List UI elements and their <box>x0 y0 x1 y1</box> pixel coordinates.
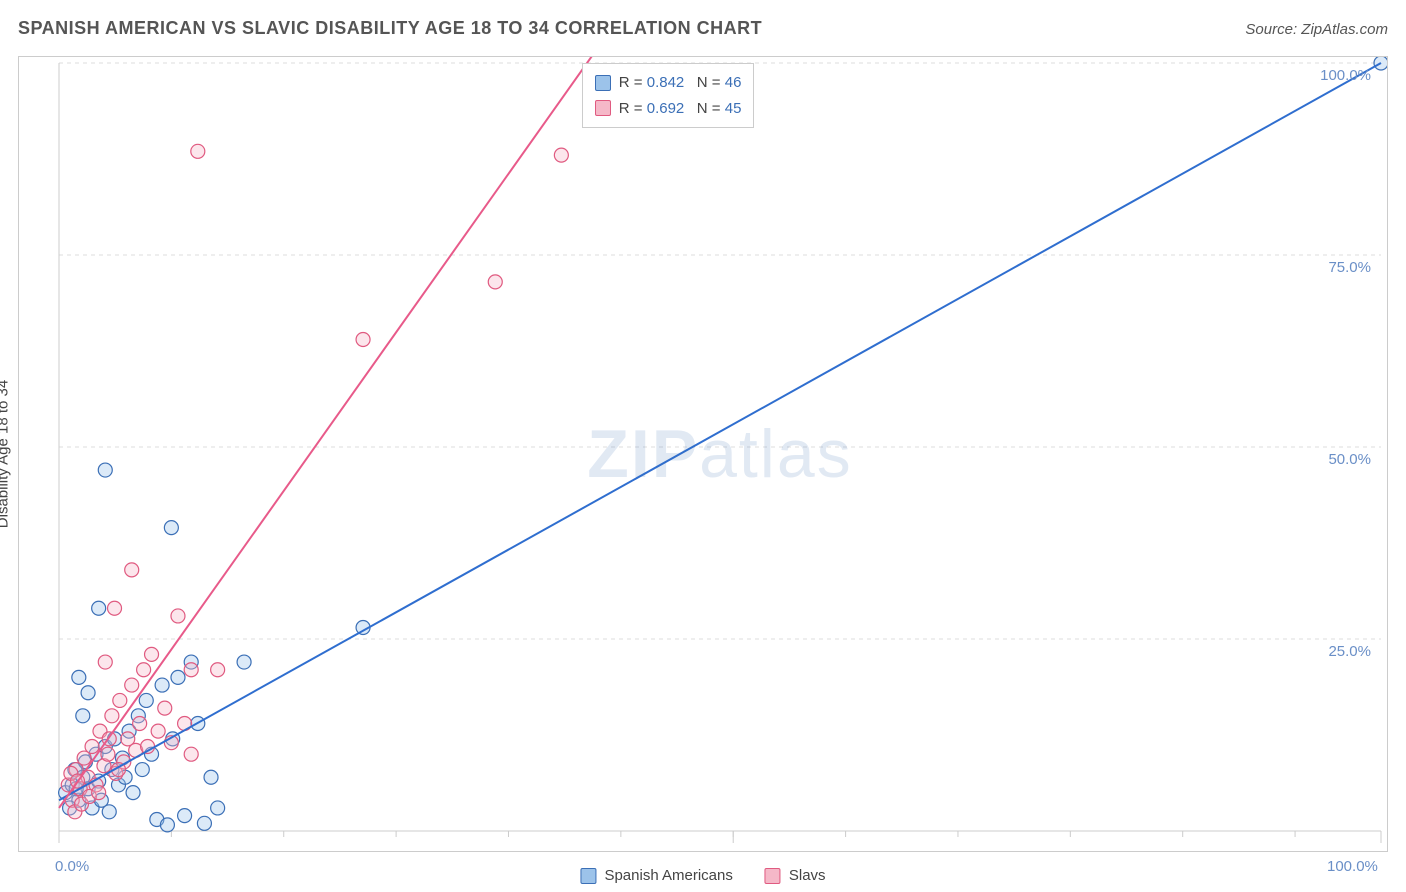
y-tick-label: 50.0% <box>1328 451 1371 468</box>
scatter-svg <box>53 57 1387 851</box>
legend-swatch <box>595 75 611 91</box>
legend-swatch <box>580 868 596 884</box>
series-legend: Spanish Americans Slavs <box>580 867 825 884</box>
legend-row-slavs: R = 0.692 N = 45 <box>595 96 742 122</box>
chart-header: SPANISH AMERICAN VS SLAVIC DISABILITY AG… <box>18 18 1388 39</box>
source-name: ZipAtlas.com <box>1301 21 1388 38</box>
legend-stats: R = 0.842 N = 46 <box>619 70 742 96</box>
plot-frame: Disability Age 18 to 34 ZIPatlas R = 0.8… <box>18 56 1388 852</box>
legend-item-spanish: Spanish Americans <box>580 867 732 884</box>
legend-swatch <box>595 100 611 116</box>
y-axis-label: Disability Age 18 to 34 <box>0 380 12 528</box>
legend-swatch <box>765 868 781 884</box>
y-tick-label: 75.0% <box>1328 259 1371 276</box>
legend-row-spanish: R = 0.842 N = 46 <box>595 70 742 96</box>
correlation-legend: R = 0.842 N = 46R = 0.692 N = 45 <box>582 63 755 128</box>
legend-label: Spanish Americans <box>604 867 732 884</box>
chart-title: SPANISH AMERICAN VS SLAVIC DISABILITY AG… <box>18 18 762 39</box>
x-tick-label: 0.0% <box>55 858 89 875</box>
y-tick-label: 100.0% <box>1320 67 1371 84</box>
legend-stats: R = 0.692 N = 45 <box>619 96 742 122</box>
legend-label: Slavs <box>789 867 826 884</box>
source-attribution: Source: ZipAtlas.com <box>1245 21 1388 38</box>
x-tick-label: 100.0% <box>1327 858 1378 875</box>
source-prefix: Source: <box>1245 21 1301 38</box>
y-tick-label: 25.0% <box>1328 643 1371 660</box>
plot-area: ZIPatlas R = 0.842 N = 46R = 0.692 N = 4… <box>53 57 1387 851</box>
legend-item-slavs: Slavs <box>765 867 826 884</box>
